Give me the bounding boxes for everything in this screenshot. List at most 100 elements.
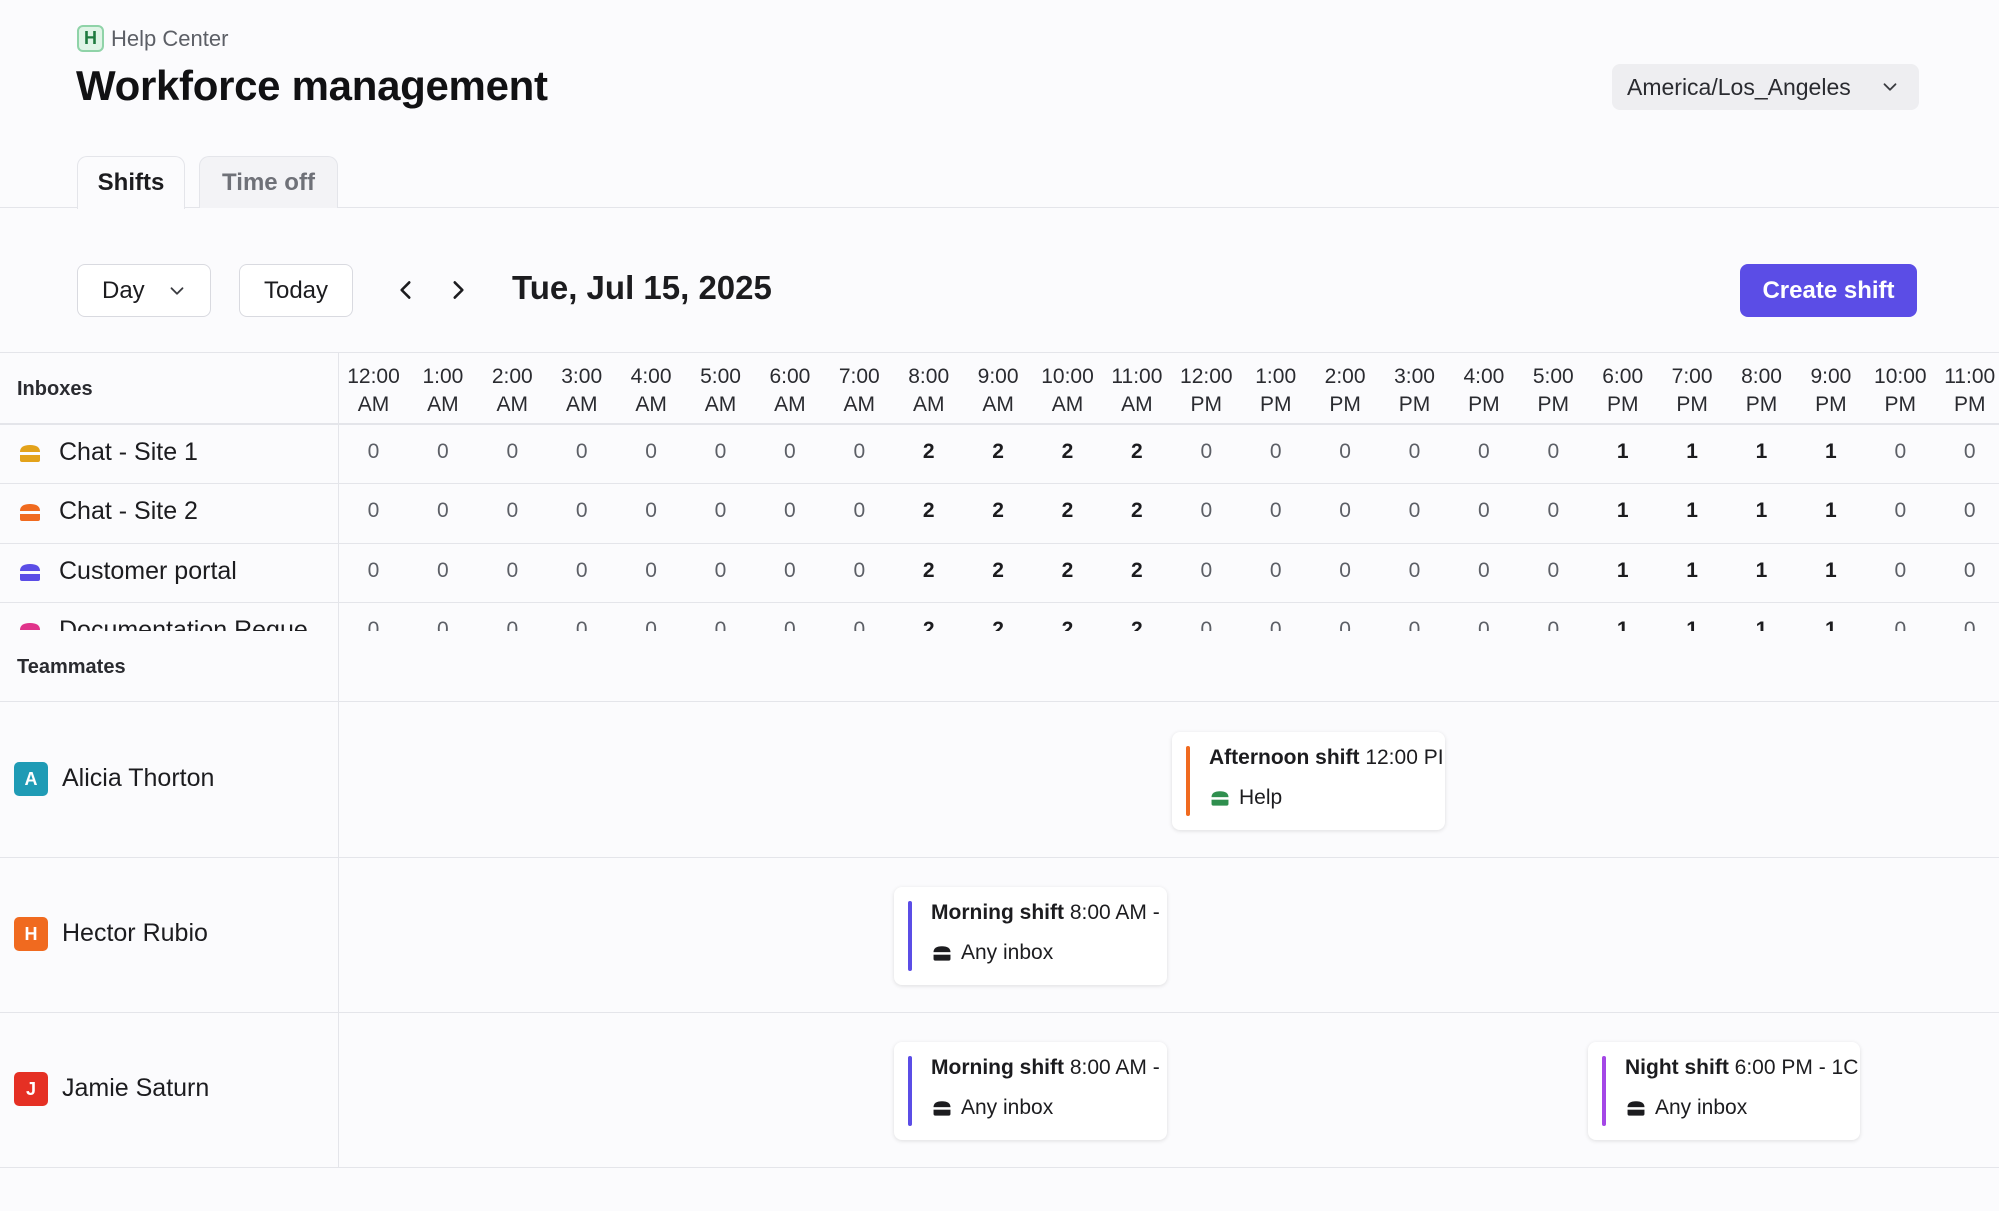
shift-card[interactable]: Night shift 6:00 PM - 1C Any inbox (1588, 1042, 1860, 1140)
coverage-count: 0 (575, 558, 588, 582)
coverage-count: 0 (1547, 499, 1560, 523)
coverage-count: 0 (437, 499, 449, 523)
inbox-icon (931, 946, 953, 961)
coverage-count: 0 (853, 440, 866, 463)
inbox-row[interactable]: Documentation Reque 0 0 0 0 0 0 0 0 2 2 2 2 0 0 0 0 0 0 1 1 1… (0, 601, 1999, 631)
hour-label: 6:00 PM (1588, 363, 1657, 419)
coverage-count: 0 (1894, 440, 1907, 463)
hour-period: PM (1259, 393, 1292, 416)
coverage-count: 1 (1686, 617, 1698, 631)
hour-label: 6:00 AM (755, 363, 824, 419)
inbox-icon (1625, 1101, 1647, 1116)
coverage-count: 0 (1963, 499, 1976, 523)
hour-period: PM (1884, 393, 1917, 416)
hour-period: AM (704, 393, 737, 416)
hour-time: 4:00 (630, 365, 672, 388)
teammate-row[interactable]: H Hector Rubio Morning shift 8:00 AM - A… (0, 858, 1999, 1013)
coverage-count: 0 (784, 499, 796, 523)
coverage-count: 1 (1686, 558, 1698, 582)
hour-period: PM (1676, 393, 1708, 416)
tab-time-off[interactable]: Time off (199, 156, 338, 208)
hour-period: AM (1051, 393, 1084, 416)
tab-shifts[interactable]: Shifts (77, 156, 185, 209)
shift-color-bar (1602, 1056, 1606, 1126)
coverage-count: 0 (784, 558, 796, 582)
inbox-name: Chat - Site 1 (59, 438, 198, 466)
hour-period: PM (1537, 393, 1570, 416)
hour-label: 11:00 PM (1935, 363, 1999, 419)
previous-day-button[interactable] (390, 274, 422, 306)
shift-inbox: Help (1209, 786, 1282, 810)
coverage-count: 1 (1825, 558, 1837, 582)
inboxes-label: Inboxes (17, 378, 93, 400)
teammate-row[interactable]: A Alicia Thorton Afternoon shift 12:00 P… (0, 703, 1999, 858)
hour-time: 12:00 (347, 365, 400, 388)
shift-card[interactable]: Morning shift 8:00 AM - Any inbox (894, 887, 1167, 985)
coverage-count: 0 (1547, 617, 1560, 631)
coverage-count: 0 (1269, 499, 1282, 523)
today-button[interactable]: Today (239, 264, 353, 317)
coverage-count: 1 (1616, 440, 1629, 463)
create-shift-button[interactable]: Create shift (1740, 264, 1917, 317)
inbox-row[interactable]: Chat - Site 2 0 0 0 0 0 0 0 0 2 2 2 2 0 0 0 0 0 0 1 1 1 1 0 0 (0, 483, 1999, 542)
hour-time: 7:00 (1671, 365, 1713, 388)
app-name[interactable]: Help Center (111, 25, 229, 51)
hour-period: PM (1815, 393, 1847, 416)
shift-card[interactable]: Morning shift 8:00 AM - Any inbox (894, 1042, 1167, 1140)
coverage-count: 1 (1686, 499, 1698, 523)
coverage-count: 0 (1478, 558, 1490, 582)
coverage-count: 2 (992, 499, 1004, 523)
inbox-name: Customer portal (59, 556, 237, 585)
coverage-count: 0 (645, 558, 657, 582)
coverage-count: 1 (1825, 617, 1837, 631)
coverage-count: 0 (1894, 499, 1907, 523)
coverage-count: 0 (1339, 558, 1351, 582)
coverage-count: 1 (1825, 440, 1837, 463)
hour-time: 10:00 (1041, 365, 1094, 388)
coverage-count: 0 (506, 499, 519, 523)
shift-time: 8:00 AM - (1069, 901, 1160, 924)
hour-time: 10:00 (1874, 365, 1927, 388)
timezone-select[interactable]: America/Los_Angeles (1612, 64, 1919, 110)
hour-time: 1:00 (1255, 365, 1297, 388)
shift-card[interactable]: Afternoon shift 12:00 PI Help (1172, 732, 1445, 830)
hour-label: 7:00 PM (1658, 363, 1727, 419)
hour-label: 5:00 PM (1519, 363, 1588, 419)
hour-label: 9:00 PM (1796, 363, 1865, 419)
page-title: Workforce management (76, 62, 548, 109)
hour-period: AM (427, 393, 459, 416)
coverage-count: 0 (1894, 617, 1907, 631)
chevron-left-icon (400, 281, 411, 299)
hour-label: 2:00 AM (478, 363, 547, 419)
help-center-logo-icon: H (77, 25, 104, 52)
shift-title: Morning shift 8:00 AM - (931, 1056, 1160, 1080)
coverage-count: 1 (1755, 499, 1768, 523)
avatar: H (14, 917, 48, 951)
inbox-name: Documentation Reque (59, 615, 308, 631)
inbox-icon (1209, 791, 1231, 806)
hour-time: 6:00 (1602, 365, 1644, 388)
hour-time: 11:00 (1944, 365, 1996, 388)
coverage-count: 2 (992, 558, 1004, 582)
coverage-count: 0 (437, 617, 449, 631)
coverage-count: 0 (1408, 440, 1421, 463)
coverage-count: 0 (437, 558, 449, 582)
next-day-button[interactable] (442, 274, 474, 306)
shift-name: Night shift (1625, 1056, 1729, 1079)
coverage-count: 2 (1061, 617, 1074, 631)
hour-label: 5:00 AM (686, 363, 755, 419)
coverage-count: 0 (1339, 617, 1351, 631)
coverage-count: 0 (1547, 558, 1560, 582)
teammate-row[interactable]: J Jamie Saturn Morning shift 8:00 AM - A… (0, 1013, 1999, 1168)
hour-period: PM (1190, 393, 1223, 416)
coverage-count: 0 (714, 499, 727, 523)
teammate-name: Alicia Thorton (62, 764, 215, 792)
breadcrumb[interactable]: H Help Center (77, 25, 228, 52)
shift-inbox-name: Any inbox (961, 941, 1054, 964)
inbox-row[interactable]: Chat - Site 1 0 0 0 0 0 0 0 0 2 2 2 2 0 0 0 0 0 0 1 1 1 1 0 0 (0, 424, 1999, 483)
coverage-count: 1 (1825, 499, 1837, 523)
inbox-coverage-grid[interactable]: Inboxes 12:00 AM 1:00 AM 2:00 AM 3:00 AM 4:00 AM 5… (0, 352, 1999, 631)
inbox-row[interactable]: Customer portal 0 0 0 0 0 0 0 0 2 2 2 2 0 0 0 0 0 0 1 1 1 1 0 0 (0, 542, 1999, 602)
view-select[interactable]: Day (77, 264, 211, 317)
inbox-icon (18, 563, 42, 581)
